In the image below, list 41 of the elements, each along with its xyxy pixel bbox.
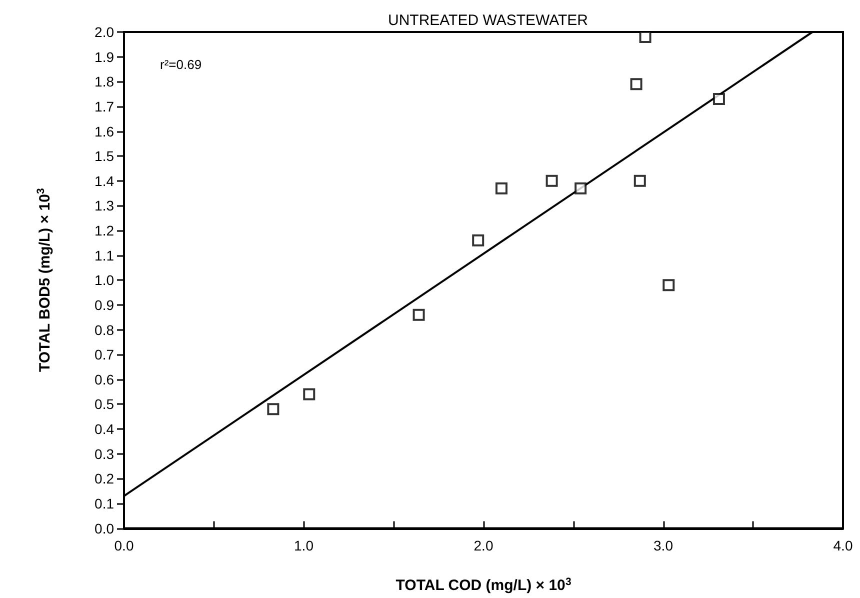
point xyxy=(634,174,646,187)
y-tick-label: 0.3 xyxy=(94,446,114,462)
x-tick-label: 3.0 xyxy=(654,537,674,554)
y-tick-label: 0.8 xyxy=(94,322,114,338)
y-tick-label: 1.9 xyxy=(94,48,114,65)
point xyxy=(303,388,316,400)
y-tick-label: 0.0 xyxy=(94,520,114,536)
point xyxy=(662,279,675,292)
y-tick-label: 0.6 xyxy=(94,371,114,388)
point xyxy=(472,234,484,246)
y-tick-label: 1.5 xyxy=(94,148,114,164)
annotation: r²=0.69 xyxy=(160,57,202,72)
point xyxy=(712,92,725,105)
y-tick-label: 0.2 xyxy=(94,470,114,487)
point xyxy=(412,308,425,321)
y-tick-label: 2.0 xyxy=(94,24,114,40)
x-tick-label: 1.0 xyxy=(294,537,314,554)
chart-title: UNTREATED WASTEWATER xyxy=(388,12,588,29)
point xyxy=(630,78,642,90)
y-tick-label: 1.4 xyxy=(94,172,114,189)
point xyxy=(639,30,652,43)
y-tick-label: 0.9 xyxy=(94,296,114,313)
y-tick-label: 0.4 xyxy=(94,421,114,437)
y-tick-label: 1.6 xyxy=(94,123,114,140)
y-tick-label: 0.1 xyxy=(94,495,114,512)
y-axis-title: TOTAL BOD5 (mg/L) × 103 xyxy=(35,188,54,372)
point xyxy=(495,182,508,194)
y-tick-label: 1.3 xyxy=(94,198,114,214)
y-tick-label: 1.7 xyxy=(94,98,114,114)
y-tick-label: 1.0 xyxy=(94,272,114,288)
y-tick-label: 1.2 xyxy=(94,222,114,238)
x-tick-label: 0.0 xyxy=(114,537,134,554)
x-tick-label: 4.0 xyxy=(833,537,853,554)
y-tick-label: 1.8 xyxy=(94,74,114,90)
x-tick-label: 2.0 xyxy=(474,537,494,554)
point xyxy=(574,182,587,194)
y-tick-label: 1.1 xyxy=(94,247,114,264)
point xyxy=(546,174,558,187)
point xyxy=(267,403,280,416)
y-tick-label: 0.7 xyxy=(94,346,114,363)
y-tick-label: 0.5 xyxy=(94,396,114,412)
